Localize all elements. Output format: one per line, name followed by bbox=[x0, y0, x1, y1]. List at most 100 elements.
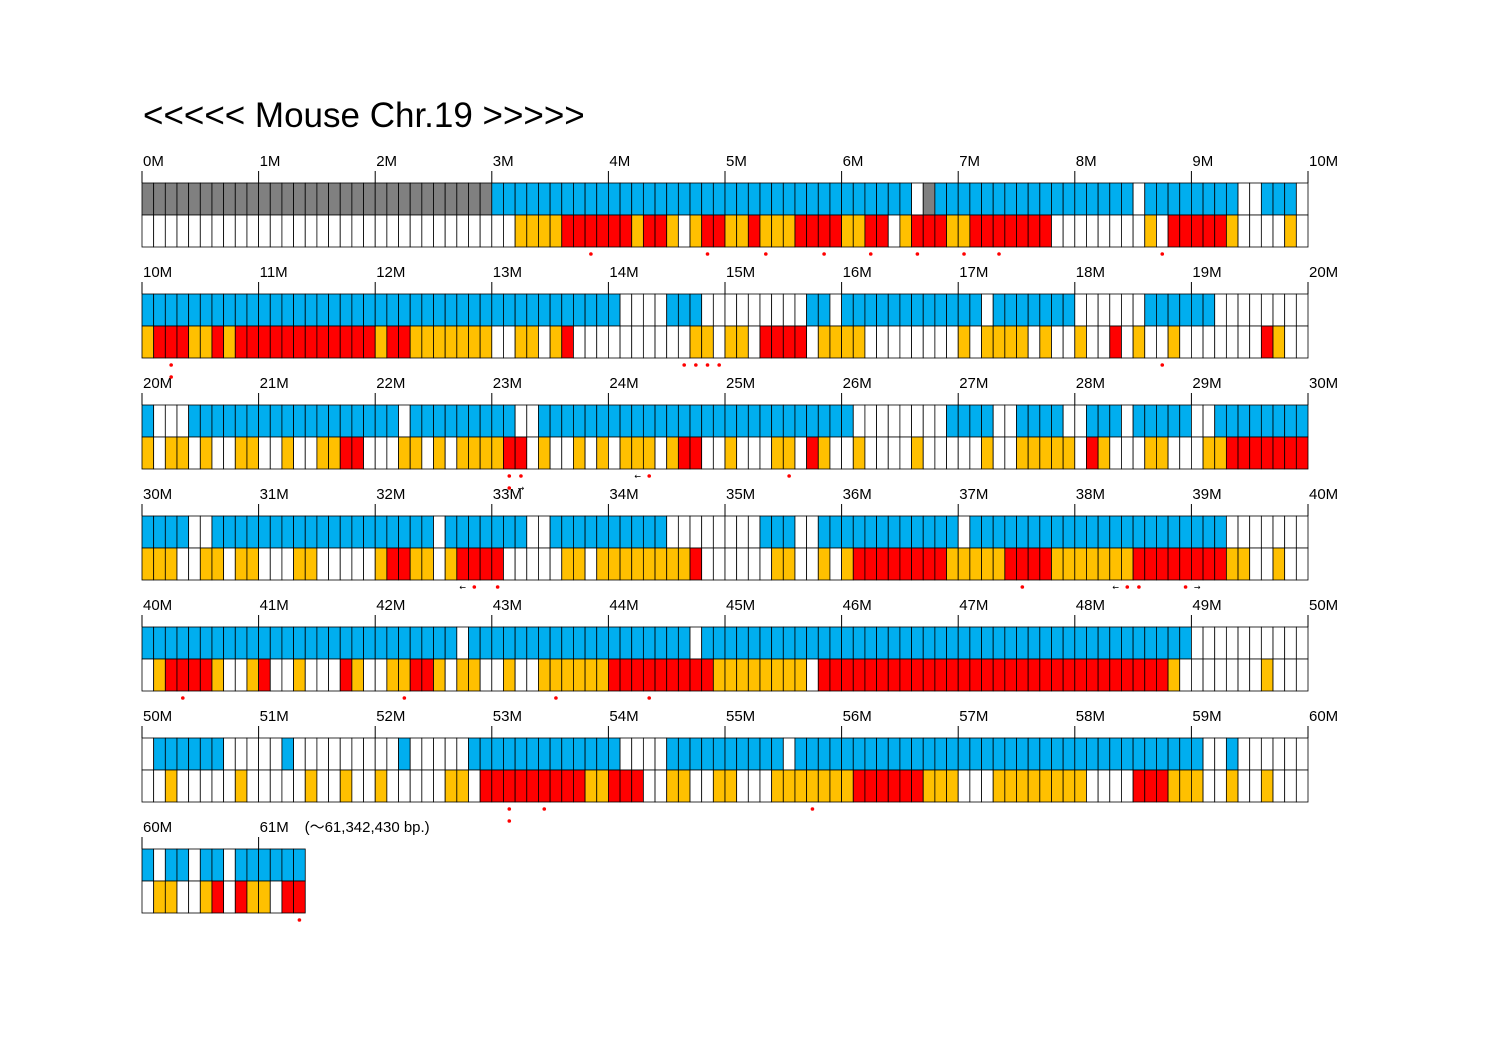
bin-cell-bottom bbox=[269, 214, 283, 248]
bin-cell-bottom bbox=[864, 325, 877, 359]
bin-cell-top bbox=[1260, 182, 1274, 216]
bin-cell-top bbox=[491, 182, 504, 216]
bin-cell-bottom bbox=[899, 214, 912, 248]
bin-cell-bottom bbox=[1051, 436, 1064, 470]
bin-cell-top bbox=[1109, 737, 1122, 771]
bin-cell-top bbox=[269, 515, 283, 549]
bin-cell-bottom bbox=[234, 547, 248, 581]
bin-cell-top bbox=[1202, 626, 1216, 660]
bin-cell-bottom bbox=[153, 325, 166, 359]
bin-cell-top bbox=[456, 293, 469, 327]
bin-cell-top bbox=[514, 182, 528, 216]
bin-cell-bottom bbox=[514, 325, 528, 359]
bin-cell-bottom bbox=[351, 214, 364, 248]
bin-cell-bottom bbox=[817, 436, 831, 470]
bin-cell-bottom bbox=[328, 547, 341, 581]
bin-cell-bottom bbox=[782, 436, 796, 470]
marker-dot bbox=[402, 696, 407, 700]
bin-cell-bottom bbox=[969, 436, 982, 470]
bin-cell-top bbox=[794, 404, 808, 438]
bin-cell-top bbox=[654, 293, 668, 327]
marker-dot bbox=[787, 474, 791, 478]
bin-cell-bottom bbox=[817, 214, 831, 248]
bin-cell-top bbox=[223, 182, 236, 216]
bin-cell-bottom bbox=[304, 769, 318, 803]
bin-cell-top bbox=[957, 626, 971, 660]
bin-cell-top bbox=[223, 293, 236, 327]
bin-cell-top bbox=[561, 293, 574, 327]
bin-cell-top bbox=[141, 404, 155, 438]
bin-cell-top bbox=[759, 737, 773, 771]
bin-cell-top bbox=[444, 293, 458, 327]
bin-cell-top bbox=[1132, 293, 1146, 327]
bin-cell-top bbox=[1156, 515, 1169, 549]
bin-cell-top bbox=[654, 404, 668, 438]
bin-cell-bottom bbox=[374, 214, 388, 248]
bin-cell-bottom bbox=[841, 325, 854, 359]
bin-cell-bottom bbox=[1121, 658, 1134, 692]
marker-dot bbox=[495, 585, 500, 589]
bin-cell-top bbox=[1284, 293, 1297, 327]
bin-cell-bottom bbox=[573, 769, 586, 803]
bin-cell-bottom bbox=[1202, 547, 1216, 581]
bin-cell-bottom bbox=[1237, 547, 1251, 581]
bin-cell-bottom bbox=[1051, 658, 1064, 692]
bin-cell-bottom bbox=[992, 547, 1006, 581]
bin-cell-top bbox=[794, 737, 808, 771]
bin-cell-top bbox=[934, 293, 947, 327]
bin-cell-top bbox=[491, 515, 504, 549]
bin-cell-top bbox=[631, 182, 644, 216]
bin-cell-bottom bbox=[1284, 436, 1297, 470]
bin-cell-bottom bbox=[386, 547, 399, 581]
bin-cell-bottom bbox=[1074, 658, 1087, 692]
bin-cell-bottom bbox=[992, 769, 1006, 803]
bin-cell-top bbox=[293, 626, 306, 660]
bin-cell-top bbox=[293, 737, 306, 771]
bin-cell-top bbox=[782, 515, 796, 549]
bin-cell-top bbox=[409, 293, 423, 327]
bin-cell-top bbox=[1202, 404, 1216, 438]
bin-cell-top bbox=[1237, 515, 1251, 549]
marker-dot bbox=[647, 696, 652, 700]
bin-cell-top bbox=[1214, 515, 1227, 549]
bin-cell-bottom bbox=[806, 769, 819, 803]
bin-cell-top bbox=[176, 626, 190, 660]
bin-cell-bottom bbox=[1249, 436, 1262, 470]
bin-cell-bottom bbox=[339, 436, 353, 470]
bin-cell-bottom bbox=[1027, 658, 1041, 692]
bin-cell-top bbox=[1191, 626, 1204, 660]
bin-cell-bottom bbox=[584, 658, 598, 692]
bin-cell-top bbox=[223, 626, 236, 660]
bin-cell-top bbox=[642, 515, 656, 549]
bin-cell-bottom bbox=[1004, 325, 1017, 359]
bin-cell-top bbox=[1249, 515, 1262, 549]
bin-cell-bottom bbox=[164, 880, 178, 914]
bin-cell-top bbox=[153, 515, 166, 549]
tick-label: 30M bbox=[143, 486, 172, 503]
tick-label: 61M bbox=[260, 819, 289, 836]
tick-label: 14M bbox=[609, 264, 638, 281]
bin-cell-top bbox=[1074, 182, 1087, 216]
bin-cell-top bbox=[328, 182, 341, 216]
bin-cell-top bbox=[549, 293, 563, 327]
bin-cell-bottom bbox=[934, 658, 947, 692]
bin-cell-bottom bbox=[724, 658, 738, 692]
bin-cell-bottom bbox=[1284, 214, 1297, 248]
bin-cell-top bbox=[1260, 404, 1274, 438]
bin-cell-top bbox=[444, 737, 458, 771]
tick-label: 34M bbox=[609, 486, 638, 503]
bin-cell-top bbox=[479, 515, 493, 549]
bin-cell-bottom bbox=[141, 658, 155, 692]
bin-cell-top bbox=[1179, 404, 1192, 438]
bin-cell-top bbox=[876, 293, 889, 327]
bin-cell-top bbox=[689, 626, 703, 660]
bin-cell-top bbox=[969, 182, 982, 216]
bin-cell-bottom bbox=[747, 547, 761, 581]
bin-cell-top bbox=[164, 848, 178, 882]
bin-cell-bottom bbox=[246, 547, 260, 581]
bin-cell-bottom bbox=[817, 325, 831, 359]
bin-cell-top bbox=[1249, 182, 1262, 216]
bin-cell-top bbox=[619, 515, 633, 549]
bin-cell-top bbox=[199, 848, 213, 882]
bin-cell-top bbox=[794, 626, 808, 660]
